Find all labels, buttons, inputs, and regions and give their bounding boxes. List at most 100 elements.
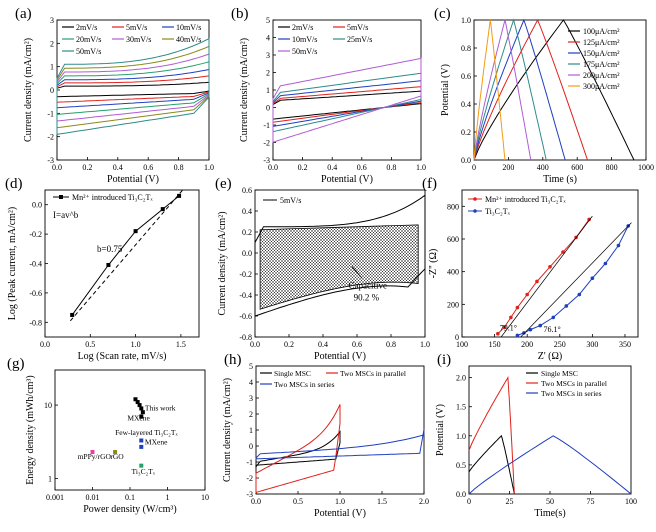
x-tick-label: 0.0 xyxy=(251,497,261,506)
y-tick-label: -0.8 xyxy=(29,318,42,327)
x-axis-label: Potential (V) xyxy=(314,508,366,519)
y-tick-label: 4 xyxy=(249,378,253,387)
legend-label: 2mV/s xyxy=(76,23,97,32)
x-axis-label: Time(s) xyxy=(534,508,565,519)
x-tick-label: 1.0 xyxy=(204,163,214,172)
panel-letter-c: (c) xyxy=(434,6,451,22)
data-point xyxy=(70,312,75,317)
legend-label: 125μA/cm² xyxy=(583,38,620,47)
scatter-point xyxy=(139,438,144,443)
data-point xyxy=(603,261,608,266)
legend-label: 300μA/cm² xyxy=(583,82,620,91)
x-tick-label: 0 xyxy=(467,497,471,506)
data-point xyxy=(106,262,111,267)
x-tick-label: 1.0 xyxy=(420,340,430,349)
y-tick-label: 0.2 xyxy=(242,228,252,237)
gcd-curve xyxy=(468,434,515,495)
angle-annotation: 79.1° xyxy=(500,323,517,332)
data-point xyxy=(515,305,520,310)
x-tick-label: 0.0 xyxy=(250,340,260,349)
plot-frame-f xyxy=(461,189,639,338)
point-label: Ti₃C₂Tₓ xyxy=(132,467,156,476)
x-tick-label: 0.2 xyxy=(298,163,308,172)
y-tick-label: 1 xyxy=(249,426,253,435)
y-tick-label: 2 xyxy=(50,39,54,48)
legend-label: Mn²⁺ introduced Ti₃C₂Tₓ xyxy=(485,195,566,204)
capacitive-percent: 90.2 % xyxy=(354,292,380,302)
data-point xyxy=(551,315,556,320)
y-tick-label: -2 xyxy=(47,133,54,142)
x-tick-label: 1.0 xyxy=(131,340,141,349)
scatter-point xyxy=(139,444,144,449)
fit-line xyxy=(520,222,632,338)
legend-label: Two MSCs in series xyxy=(274,380,335,389)
y-tick-label: 0 xyxy=(50,86,54,95)
y-tick-label: -1 xyxy=(246,458,253,467)
data-point xyxy=(564,304,569,308)
y-tick-label: -0.6 xyxy=(29,289,42,298)
y-axis-label: Potential (V) xyxy=(440,64,451,116)
scatter-point xyxy=(139,414,144,419)
single-msc-cv xyxy=(255,430,341,469)
x-tick-label: 0 xyxy=(472,163,476,172)
legend-label: 40mV/s xyxy=(176,35,201,44)
y-tick-label: 1.5 xyxy=(456,403,466,412)
x-axis-label: Potential (V) xyxy=(107,174,159,185)
x-tick-label: 1 xyxy=(166,493,170,502)
cv-curve xyxy=(56,68,210,109)
data-point xyxy=(502,325,507,330)
y-tick-label: 800 xyxy=(447,202,459,211)
x-tick-label: 0.8 xyxy=(386,340,396,349)
data-line xyxy=(71,195,180,316)
x-tick-label: 0.1 xyxy=(125,493,135,502)
x-tick-label: 0.6 xyxy=(143,163,153,172)
annotation-pointer xyxy=(351,266,363,279)
legend-label: Single MSC xyxy=(541,369,578,378)
legend-label: 25mV/s xyxy=(347,35,372,44)
x-tick-label: 2.0 xyxy=(419,497,429,506)
legend-label: Two MSCs in parallel xyxy=(541,379,607,388)
capacitive-region xyxy=(259,224,419,310)
data-point xyxy=(133,229,138,234)
data-point xyxy=(561,250,565,254)
legend-label: Two MSCs in series xyxy=(541,389,602,398)
y-tick-label: -0.6 xyxy=(239,312,252,321)
panel-letter-h: (h) xyxy=(224,352,242,368)
y-tick-label: -3 xyxy=(263,156,270,165)
scatter-point xyxy=(139,463,144,468)
cv-curve xyxy=(56,37,210,135)
y-tick-label: 0.6 xyxy=(461,72,471,81)
panel-letter-i: (i) xyxy=(437,352,451,368)
y-tick-label: 1.0 xyxy=(456,432,466,441)
panel-letter-a: (a) xyxy=(15,6,32,22)
x-axis-label: Potential (V) xyxy=(314,351,366,362)
legend-marker xyxy=(473,209,477,213)
point-label: mPPy/rGO xyxy=(78,452,112,461)
data-point xyxy=(522,331,526,335)
capacitive-label: Capacitive xyxy=(349,280,387,290)
y-axis-label: -Z'' (Ω) xyxy=(428,249,439,279)
y-axis-label: Current density (mA/cm²) xyxy=(239,38,250,142)
gcd-curve xyxy=(468,375,515,495)
gcd-curve xyxy=(473,19,635,161)
y-tick-label: -0.4 xyxy=(29,260,42,269)
data-point xyxy=(496,331,500,336)
y-tick-label: 3 xyxy=(50,16,54,25)
scatter-point xyxy=(113,450,118,455)
scatter-point xyxy=(137,403,142,408)
x-tick-label: 0.0 xyxy=(268,163,278,172)
cv-curve xyxy=(272,86,422,123)
cv-curve xyxy=(272,80,422,127)
y-tick-label: -0.8 xyxy=(239,333,252,342)
fit-line xyxy=(500,215,593,338)
x-tick-label: 100 xyxy=(456,340,468,349)
y-tick-label: 0.8 xyxy=(461,44,471,53)
y-tick-label: 3 xyxy=(249,394,253,403)
y-tick-label: 0.0 xyxy=(32,201,42,210)
y-tick-label: 1 xyxy=(266,86,270,95)
x-tick-label: 0.6 xyxy=(357,163,367,172)
legend-label: 10mV/s xyxy=(292,35,317,44)
panel-f: (f) 100 150 200 250 300 350 0 200 400 600 800 Z' (Ω)… xyxy=(422,176,639,362)
y-tick-label: 0.6 xyxy=(242,186,252,195)
legend-label: 5mV/s xyxy=(347,23,368,32)
